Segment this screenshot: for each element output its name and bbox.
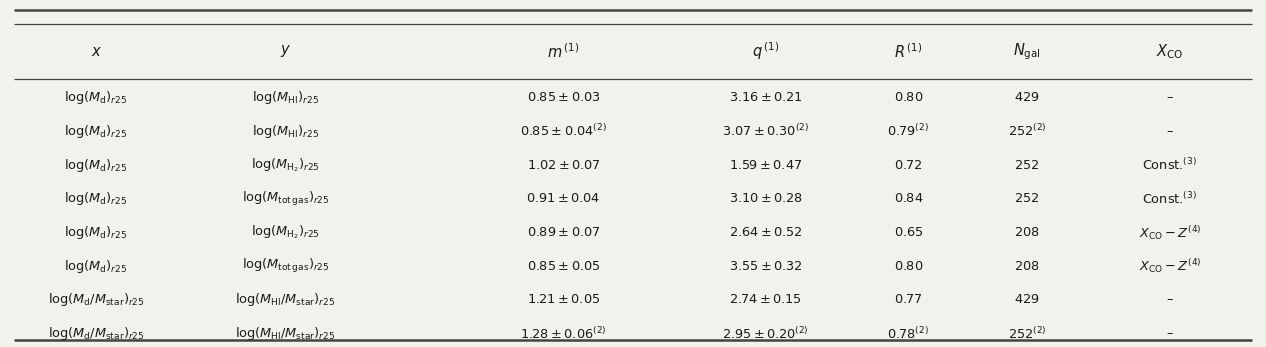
Text: $0.85 \pm 0.05$: $0.85 \pm 0.05$	[527, 260, 600, 273]
Text: $0.77$: $0.77$	[894, 293, 923, 306]
Text: $\log(M_{\mathrm{tot\,gas}})_{r25}$: $\log(M_{\mathrm{tot\,gas}})_{r25}$	[242, 257, 329, 275]
Text: $0.85 \pm 0.03$: $0.85 \pm 0.03$	[527, 91, 600, 104]
Text: $0.65$: $0.65$	[894, 226, 923, 239]
Text: $2.95 \pm 0.20^{(2)}$: $2.95 \pm 0.20^{(2)}$	[723, 325, 809, 341]
Text: $\log(M_{\mathrm{H_2}})_{r25}$: $\log(M_{\mathrm{H_2}})_{r25}$	[251, 224, 320, 241]
Text: $0.80$: $0.80$	[894, 260, 923, 273]
Text: $0.78^{(2)}$: $0.78^{(2)}$	[887, 325, 929, 341]
Text: Const.$^{(3)}$: Const.$^{(3)}$	[1142, 157, 1198, 173]
Text: $\log(M_{\mathrm{d}}/M_{\mathrm{star}})_{r25}$: $\log(M_{\mathrm{d}}/M_{\mathrm{star}})_…	[48, 325, 144, 342]
Text: $m^{\,(1)}$: $m^{\,(1)}$	[547, 42, 580, 61]
Text: Const.$^{(3)}$: Const.$^{(3)}$	[1142, 191, 1198, 207]
Text: $429$: $429$	[1014, 91, 1039, 104]
Text: $2.74 \pm 0.15$: $2.74 \pm 0.15$	[729, 293, 803, 306]
Text: $\log(M_{\mathrm{d}})_{r25}$: $\log(M_{\mathrm{d}})_{r25}$	[65, 123, 128, 140]
Text: $208$: $208$	[1014, 226, 1039, 239]
Text: $208$: $208$	[1014, 260, 1039, 273]
Text: $\log(M_{\mathrm{HI}}/M_{\mathrm{star}})_{r25}$: $\log(M_{\mathrm{HI}}/M_{\mathrm{star}})…	[235, 325, 335, 342]
Text: $0.84$: $0.84$	[894, 192, 923, 205]
Text: $0.72$: $0.72$	[894, 159, 923, 172]
Text: $\log(M_{\mathrm{d}})_{r25}$: $\log(M_{\mathrm{d}})_{r25}$	[65, 156, 128, 174]
Text: $2.64 \pm 0.52$: $2.64 \pm 0.52$	[729, 226, 803, 239]
Text: $0.91 \pm 0.04$: $0.91 \pm 0.04$	[527, 192, 600, 205]
Text: –: –	[1167, 327, 1174, 340]
Text: $X_{\mathrm{CO}}-Z^{(4)}$: $X_{\mathrm{CO}}-Z^{(4)}$	[1138, 223, 1201, 242]
Text: $0.89 \pm 0.07$: $0.89 \pm 0.07$	[527, 226, 600, 239]
Text: $N_{\mathrm{gal}}$: $N_{\mathrm{gal}}$	[1013, 41, 1041, 62]
Text: $3.55 \pm 0.32$: $3.55 \pm 0.32$	[729, 260, 803, 273]
Text: $\log(M_{\mathrm{HI}})_{r25}$: $\log(M_{\mathrm{HI}})_{r25}$	[252, 89, 319, 106]
Text: $1.28 \pm 0.06^{(2)}$: $1.28 \pm 0.06^{(2)}$	[520, 325, 606, 341]
Text: $3.10 \pm 0.28$: $3.10 \pm 0.28$	[729, 192, 803, 205]
Text: $R^{\,(1)}$: $R^{\,(1)}$	[894, 42, 923, 61]
Text: $\log(M_{\mathrm{HI}})_{r25}$: $\log(M_{\mathrm{HI}})_{r25}$	[252, 123, 319, 140]
Text: $\log(M_{\mathrm{d}})_{r25}$: $\log(M_{\mathrm{d}})_{r25}$	[65, 190, 128, 207]
Text: $1.02 \pm 0.07$: $1.02 \pm 0.07$	[527, 159, 600, 172]
Text: $q^{\,(1)}$: $q^{\,(1)}$	[752, 41, 780, 62]
Text: $0.80$: $0.80$	[894, 91, 923, 104]
Text: $\log(M_{\mathrm{d}})_{r25}$: $\log(M_{\mathrm{d}})_{r25}$	[65, 258, 128, 275]
Text: $\log(M_{\mathrm{d}}/M_{\mathrm{star}})_{r25}$: $\log(M_{\mathrm{d}}/M_{\mathrm{star}})_…	[48, 291, 144, 308]
Text: $429$: $429$	[1014, 293, 1039, 306]
Text: $0.79^{(2)}$: $0.79^{(2)}$	[887, 124, 929, 139]
Text: $252$: $252$	[1014, 192, 1039, 205]
Text: $y$: $y$	[280, 43, 291, 59]
Text: $\log(M_{\mathrm{HI}}/M_{\mathrm{star}})_{r25}$: $\log(M_{\mathrm{HI}}/M_{\mathrm{star}})…	[235, 291, 335, 308]
Text: $1.59 \pm 0.47$: $1.59 \pm 0.47$	[729, 159, 803, 172]
Text: $X_{\mathrm{CO}}-Z^{(4)}$: $X_{\mathrm{CO}}-Z^{(4)}$	[1138, 257, 1201, 275]
Text: $3.16 \pm 0.21$: $3.16 \pm 0.21$	[729, 91, 803, 104]
Text: $\log(M_{\mathrm{d}})_{r25}$: $\log(M_{\mathrm{d}})_{r25}$	[65, 89, 128, 106]
Text: $3.07 \pm 0.30^{(2)}$: $3.07 \pm 0.30^{(2)}$	[722, 124, 809, 139]
Text: $252^{(2)}$: $252^{(2)}$	[1008, 325, 1047, 341]
Text: –: –	[1167, 125, 1174, 138]
Text: –: –	[1167, 293, 1174, 306]
Text: $X_{\mathrm{CO}}$: $X_{\mathrm{CO}}$	[1156, 42, 1184, 61]
Text: $\log(M_{\mathrm{d}})_{r25}$: $\log(M_{\mathrm{d}})_{r25}$	[65, 224, 128, 241]
Text: $\log(M_{\mathrm{H_2}})_{r25}$: $\log(M_{\mathrm{H_2}})_{r25}$	[251, 156, 320, 174]
Text: $x$: $x$	[91, 44, 101, 59]
Text: $252$: $252$	[1014, 159, 1039, 172]
Text: $0.85 \pm 0.04^{(2)}$: $0.85 \pm 0.04^{(2)}$	[520, 124, 606, 139]
Text: $\log(M_{\mathrm{tot\,gas}})_{r25}$: $\log(M_{\mathrm{tot\,gas}})_{r25}$	[242, 190, 329, 208]
Text: $1.21 \pm 0.05$: $1.21 \pm 0.05$	[527, 293, 600, 306]
Text: –: –	[1167, 91, 1174, 104]
Text: $252^{(2)}$: $252^{(2)}$	[1008, 124, 1047, 139]
